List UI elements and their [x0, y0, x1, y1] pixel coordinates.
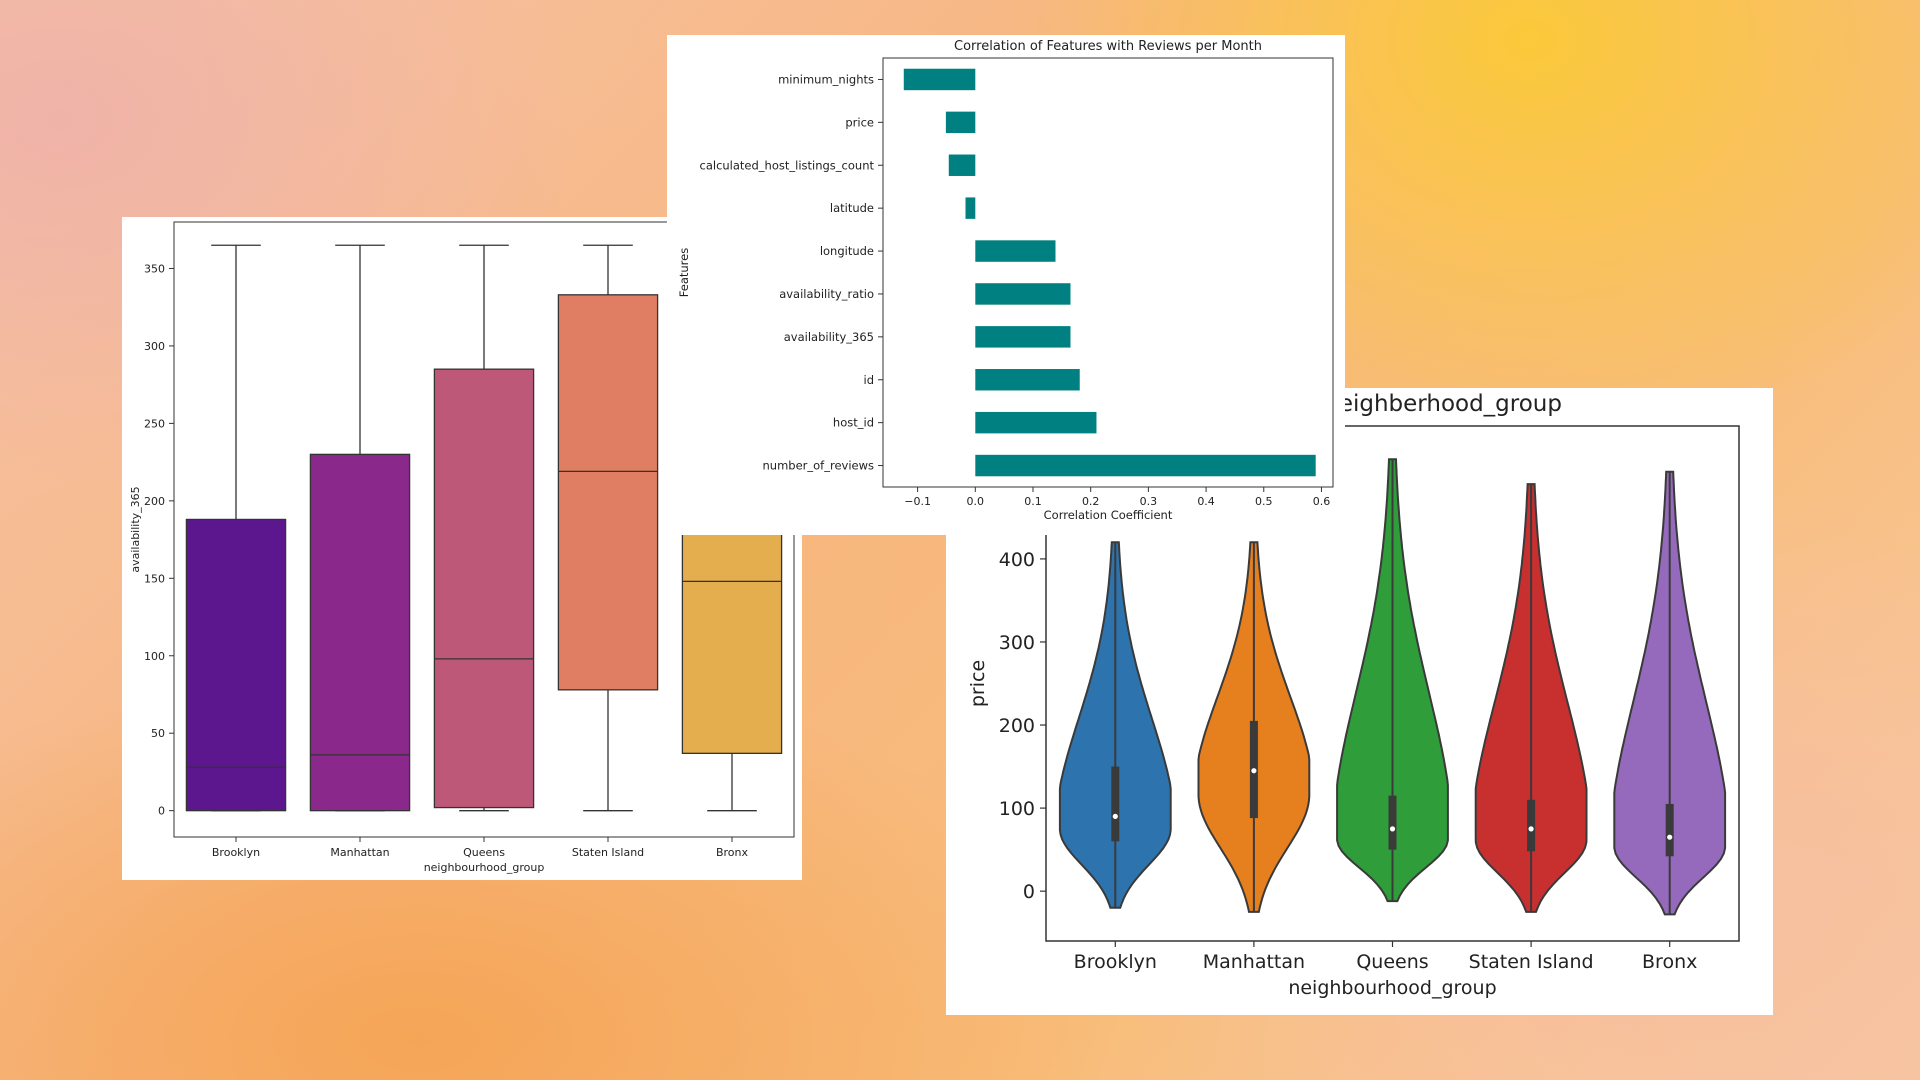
y-tick-label: 400 [999, 549, 1035, 571]
x-tick-label: 0.0 [967, 495, 985, 508]
y-tick-label: 250 [144, 417, 165, 430]
violin-queens [1336, 458, 1449, 903]
y-tick-label: 100 [144, 650, 165, 663]
bar-availability-ratio [975, 283, 1071, 305]
bar-latitude [965, 197, 976, 219]
y-tick-label: 50 [151, 727, 165, 740]
y-tick-label: longitude [820, 244, 874, 258]
y-tick-label: 100 [999, 798, 1035, 820]
iqr-box [1665, 803, 1674, 857]
median-dot [1251, 768, 1257, 774]
y-tick-label: price [845, 115, 874, 129]
box-body [185, 518, 287, 812]
bar-calculated-host-listings-count [948, 154, 976, 176]
x-tick-label: 0.3 [1140, 495, 1158, 508]
y-tick-label: 0 [158, 805, 165, 818]
y-tick-label: 200 [144, 495, 165, 508]
y-tick-label: number_of_reviews [763, 459, 875, 473]
y-tick-label: 200 [999, 715, 1035, 737]
x-axis-label: neighbourhood_group [1288, 977, 1496, 999]
y-tick-label: availability_ratio [779, 287, 874, 301]
correlation-bar-chart: Correlation of Features with Reviews per… [677, 39, 1334, 522]
x-tick-label: Brooklyn [212, 846, 260, 859]
median-dot [1667, 834, 1673, 840]
x-tick-label: 0.6 [1313, 495, 1331, 508]
box-body [433, 368, 535, 809]
x-tick-label: Staten Island [572, 846, 644, 859]
y-tick-label: latitude [830, 201, 874, 215]
median-dot [1112, 813, 1118, 820]
x-tick-label: Queens [463, 846, 505, 859]
y-tick-label: 150 [144, 572, 165, 585]
bar-longitude [975, 240, 1056, 262]
y-tick-label: 0 [1023, 881, 1035, 903]
iqr-box [1111, 766, 1120, 842]
bar-minimum-nights [903, 68, 976, 91]
correlation-bar-panel: Correlation of Features with Reviews per… [667, 35, 1345, 535]
chart-title: Correlation of Features with Reviews per… [954, 39, 1262, 54]
median-dot [1389, 826, 1396, 832]
y-tick-label: 350 [144, 262, 165, 275]
violin-bronx [1613, 470, 1727, 916]
y-axis-label: availability_365 [129, 486, 142, 572]
y-tick-label: minimum_nights [778, 72, 874, 86]
iqr-box [1388, 795, 1397, 850]
x-tick-label: Manhattan [330, 846, 389, 859]
iqr-box [1527, 799, 1536, 852]
x-tick-label: Bronx [716, 846, 749, 859]
x-tick-label: Queens [1356, 951, 1428, 973]
y-axis-label: Features [677, 248, 691, 297]
violin-manhattan [1197, 541, 1311, 913]
y-tick-label: host_id [833, 416, 874, 430]
bar-id [975, 369, 1080, 391]
x-tick-label: Bronx [1642, 951, 1697, 973]
x-tick-label: Brooklyn [1074, 951, 1157, 973]
box-body [557, 294, 659, 691]
x-tick-label: 0.1 [1024, 495, 1042, 508]
x-tick-label: −0.1 [904, 495, 931, 508]
y-tick-label: 300 [999, 632, 1035, 654]
box-body [309, 453, 411, 812]
bar-number-of-reviews [975, 454, 1316, 477]
bar-availability-365 [975, 326, 1071, 348]
violin-brooklyn [1058, 541, 1172, 909]
y-tick-label: calculated_host_listings_count [700, 158, 875, 172]
median-dot [1528, 826, 1534, 832]
box-queens [433, 244, 535, 812]
y-tick-label: id [864, 373, 875, 387]
box-brooklyn [185, 244, 287, 812]
x-tick-label: 0.5 [1255, 495, 1273, 508]
x-tick-label: Manhattan [1203, 951, 1305, 973]
violin-staten-island [1474, 483, 1588, 913]
price-violin-plot: prices for each neighberhood_group010020… [967, 391, 1740, 999]
x-axis-label: neighbourhood_group [424, 861, 545, 874]
x-tick-label: 0.2 [1082, 495, 1100, 508]
bar-host-id [975, 411, 1097, 434]
y-tick-label: 300 [144, 340, 165, 353]
plot-frame [882, 57, 1334, 488]
box-staten-island [557, 244, 659, 812]
y-tick-label: availability_365 [784, 330, 874, 344]
x-tick-label: Staten Island [1469, 951, 1594, 973]
y-axis-label: price [967, 660, 989, 707]
bar-price [945, 111, 976, 134]
x-tick-label: 0.4 [1197, 495, 1215, 508]
box-manhattan [309, 244, 411, 812]
x-axis-label: Correlation Coefficient [1044, 508, 1173, 522]
